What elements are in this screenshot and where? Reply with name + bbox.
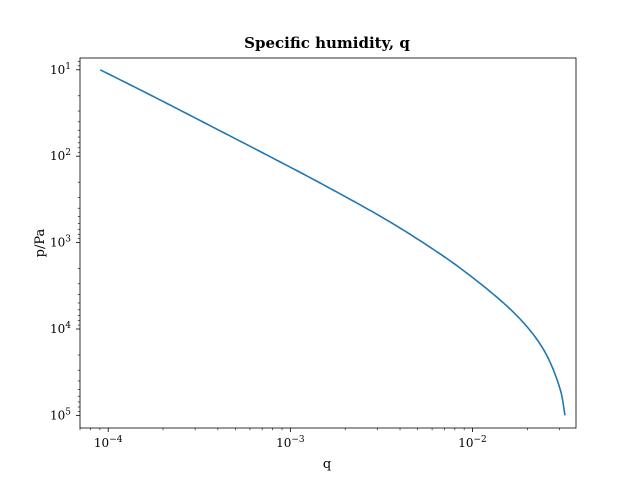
series-line-0 — [99, 69, 566, 416]
x-axis-label: q — [323, 457, 331, 472]
chart-title: Specific humidity, q — [244, 34, 410, 52]
plot-frame — [79, 57, 577, 429]
plot-area — [99, 69, 566, 416]
y-axis-label: p/Pa — [33, 228, 48, 257]
